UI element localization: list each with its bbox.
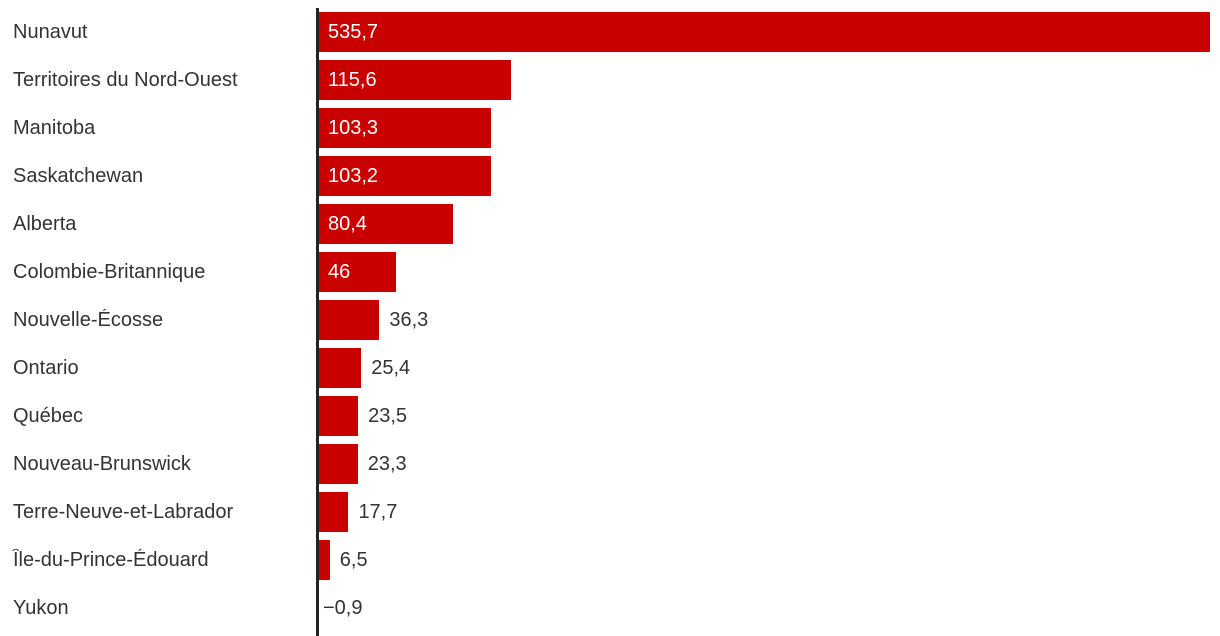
bar-zone: 23,3 — [319, 440, 1220, 488]
bar — [319, 492, 349, 532]
bar-zone: 23,5 — [319, 392, 1220, 440]
value-label: −0,9 — [323, 596, 363, 619]
category-label: Territoires du Nord-Ouest — [13, 68, 238, 91]
bar-zone: 103,2 — [319, 152, 1220, 200]
value-label: 36,3 — [389, 308, 429, 331]
bar — [319, 444, 358, 484]
value-label: 46 — [328, 260, 351, 283]
bar: 103,2 — [319, 156, 491, 196]
category-label: Québec — [13, 404, 84, 427]
bar: 46 — [319, 252, 396, 292]
bar-zone: 25,4 — [319, 344, 1220, 392]
bar-zone: 36,3 — [319, 296, 1220, 344]
value-label: 17,7 — [358, 500, 398, 523]
bar-row: Nouvelle-Écosse 36,3 — [0, 296, 1220, 344]
bar — [319, 348, 362, 388]
y-axis-line — [316, 8, 319, 636]
bar-row: Île-du-Prince-Édouard 6,5 — [0, 536, 1220, 584]
bar-row: Alberta 80,4 — [0, 200, 1220, 248]
category-label: Yukon — [13, 596, 69, 619]
bar-row: Ontario 25,4 — [0, 344, 1220, 392]
value-label: 80,4 — [328, 212, 367, 235]
bar-row: Saskatchewan 103,2 — [0, 152, 1220, 200]
category-label: Nouvelle-Écosse — [13, 308, 164, 331]
bar-zone: 17,7 — [319, 488, 1220, 536]
value-label: 115,6 — [328, 68, 377, 91]
bar-zone: 6,5 — [319, 536, 1220, 584]
category-label: Nunavut — [13, 20, 88, 43]
category-label: Nouveau-Brunswick — [13, 452, 191, 475]
bar-zone: 115,6 — [319, 56, 1220, 104]
value-label: 103,3 — [328, 116, 379, 139]
value-label: 23,3 — [367, 452, 407, 475]
bar-row: Nunavut 535,7 — [0, 8, 1220, 56]
bar: 80,4 — [319, 204, 453, 244]
bar-row: Manitoba 103,3 — [0, 104, 1220, 152]
bar-row: Québec 23,5 — [0, 392, 1220, 440]
bar-row: Terre-Neuve-et-Labrador 17,7 — [0, 488, 1220, 536]
category-label: Alberta — [13, 212, 77, 235]
category-label: Ontario — [13, 356, 79, 379]
bar-zone: 46 — [319, 248, 1220, 296]
value-label: 535,7 — [328, 20, 379, 43]
value-label: 23,5 — [368, 404, 408, 427]
value-label: 25,4 — [371, 356, 411, 379]
value-label: 103,2 — [328, 164, 379, 187]
bar: 115,6 — [319, 60, 512, 100]
bar: 103,3 — [319, 108, 491, 148]
category-label: Île-du-Prince-Édouard — [13, 548, 209, 571]
bar-zone: −0,9 — [319, 584, 1220, 632]
value-label: 6,5 — [339, 548, 368, 571]
category-label: Terre-Neuve-et-Labrador — [13, 500, 234, 523]
bar-row: Territoires du Nord-Ouest 115,6 — [0, 56, 1220, 104]
bar: 535,7 — [319, 12, 1211, 52]
bar-row: Yukon −0,9 — [0, 584, 1220, 632]
bar-zone: 80,4 — [319, 200, 1220, 248]
bar-row: Colombie-Britannique 46 — [0, 248, 1220, 296]
bar-zone: 535,7 — [319, 8, 1220, 56]
category-label: Colombie-Britannique — [13, 260, 206, 283]
category-label: Saskatchewan — [13, 164, 144, 187]
bar-row: Nouveau-Brunswick 23,3 — [0, 440, 1220, 488]
category-label: Manitoba — [13, 116, 96, 139]
bar — [319, 300, 380, 340]
bar — [319, 396, 359, 436]
bar — [319, 540, 330, 580]
bar-rows-container: Nunavut 535,7 Territoires du Nord-Ouest 115… — [0, 8, 1220, 632]
bar-zone: 103,3 — [319, 104, 1220, 152]
